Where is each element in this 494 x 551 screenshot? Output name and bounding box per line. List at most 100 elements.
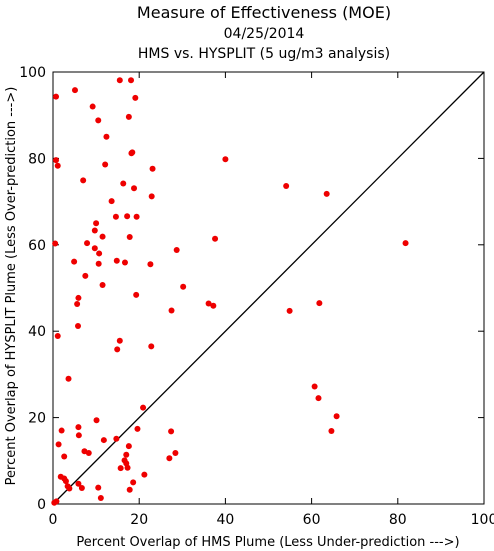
y-tick-label: 60	[28, 238, 46, 254]
data-point	[131, 185, 138, 192]
y-tick-label: 80	[28, 151, 46, 167]
data-point	[116, 77, 123, 84]
data-point	[333, 413, 340, 420]
data-point	[125, 113, 132, 120]
data-point	[180, 283, 187, 290]
data-point	[315, 395, 322, 402]
data-point	[78, 485, 85, 492]
data-point	[126, 234, 133, 241]
data-point	[168, 428, 175, 435]
data-point	[54, 332, 61, 339]
chart-date: 04/25/2014	[224, 26, 305, 42]
y-axis-label: Percent Overlap of HYSPLIT Plume (Less O…	[4, 87, 19, 486]
data-point	[80, 177, 87, 184]
data-point	[147, 261, 154, 268]
data-point	[149, 165, 156, 172]
data-point	[168, 307, 175, 314]
data-point	[148, 193, 155, 200]
y-tick-label: 20	[28, 411, 46, 427]
data-point	[123, 451, 130, 458]
data-point	[54, 162, 61, 169]
one-to-one-line	[52, 71, 485, 505]
data-point	[65, 375, 72, 382]
data-point	[102, 161, 109, 168]
data-point	[205, 300, 212, 307]
x-tick-label: 40	[216, 512, 234, 528]
data-point	[133, 213, 140, 220]
data-point	[103, 133, 110, 140]
chart-subtitle: HMS vs. HYSPLIT (5 ug/m3 analysis)	[138, 46, 390, 62]
data-point	[125, 443, 132, 450]
data-point	[173, 246, 180, 253]
data-point	[75, 424, 82, 431]
data-point	[148, 343, 155, 350]
data-point	[222, 156, 229, 163]
plot-frame	[52, 71, 485, 505]
data-point	[85, 450, 92, 457]
data-point	[89, 103, 96, 110]
data-point	[52, 240, 59, 247]
data-point	[91, 245, 98, 252]
data-point	[66, 485, 73, 492]
data-point	[74, 300, 81, 307]
data-point	[132, 94, 139, 101]
data-point	[71, 87, 78, 94]
data-point	[100, 437, 107, 444]
y-tick-label: 0	[37, 497, 46, 513]
data-point	[99, 281, 106, 288]
data-point	[84, 240, 91, 247]
data-point	[140, 404, 147, 411]
data-point	[113, 435, 120, 442]
x-tick-label: 20	[130, 512, 148, 528]
data-point	[95, 484, 102, 491]
data-point	[93, 220, 100, 227]
data-point	[108, 198, 115, 205]
y-tick-label: 40	[28, 324, 46, 340]
data-point	[75, 432, 82, 439]
data-point	[124, 464, 131, 471]
data-point	[311, 383, 318, 390]
x-tick-label: 0	[49, 512, 58, 528]
data-point	[129, 149, 136, 156]
data-point	[71, 258, 78, 265]
data-point	[134, 425, 141, 432]
plot-area: 0 20 40 60 80 100 0 20 40 60 80 100	[19, 65, 494, 528]
data-point	[61, 453, 68, 460]
data-point	[116, 337, 123, 344]
data-point	[62, 478, 69, 485]
data-point	[96, 250, 103, 257]
x-tick-label: 60	[303, 512, 321, 528]
data-point	[53, 498, 60, 505]
data-point	[99, 233, 106, 240]
data-point	[328, 427, 335, 434]
y-tick-label: 100	[19, 65, 46, 81]
data-point	[141, 471, 148, 478]
data-point	[166, 455, 173, 462]
x-tick-label: 80	[389, 512, 407, 528]
data-point	[114, 346, 121, 353]
data-point	[126, 486, 133, 493]
data-point	[316, 300, 323, 307]
data-point	[128, 77, 135, 84]
data-point	[93, 417, 100, 424]
data-point	[133, 291, 140, 298]
data-point	[53, 157, 60, 164]
data-point	[323, 190, 330, 197]
data-point	[212, 235, 219, 242]
data-point	[124, 213, 131, 220]
data-point	[130, 479, 137, 486]
data-point	[95, 117, 102, 124]
data-point	[112, 213, 119, 220]
data-point	[75, 480, 82, 487]
data-point	[74, 323, 81, 330]
data-point	[82, 272, 89, 279]
chart-title: Measure of Effectiveness (MOE)	[137, 3, 391, 22]
data-point	[91, 227, 98, 234]
data-point	[172, 450, 179, 457]
x-tick-label: 100	[471, 512, 494, 528]
x-axis-label: Percent Overlap of HMS Plume (Less Under…	[76, 535, 459, 550]
data-point	[55, 441, 62, 448]
data-point	[113, 257, 120, 264]
data-point	[58, 427, 65, 434]
